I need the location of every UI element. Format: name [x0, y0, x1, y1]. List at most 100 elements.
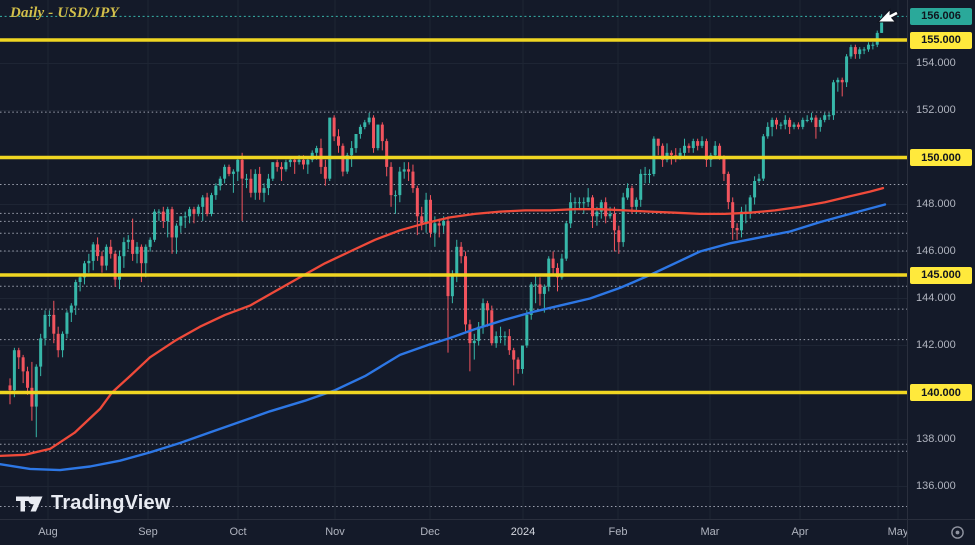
- candle-body: [656, 138, 660, 146]
- candle-body: [363, 122, 367, 127]
- candle-body: [113, 253, 117, 280]
- time-axis[interactable]: Aug Sep Oct Nov Dec 2024 Feb Mar Apr May: [0, 519, 909, 545]
- candle-body: [520, 345, 524, 369]
- price-label: 148.000: [916, 197, 956, 210]
- candle-body: [174, 225, 178, 238]
- candle-body: [424, 199, 428, 224]
- candle-body: [157, 211, 161, 213]
- candle-body: [858, 49, 862, 55]
- candle-body: [547, 258, 551, 287]
- candle-body: [512, 350, 516, 360]
- candle-body: [393, 195, 397, 197]
- chart-canvas[interactable]: Daily - USD/JPY TradingView: [0, 0, 907, 519]
- candle-body: [450, 275, 454, 297]
- candle-body: [245, 178, 249, 180]
- candle-body: [306, 159, 310, 165]
- candle-body: [100, 256, 104, 266]
- candle-body: [218, 178, 222, 186]
- time-label-Feb: Feb: [608, 526, 628, 538]
- price-label: 146.000: [916, 244, 956, 257]
- price-axis[interactable]: 154.000 152.000 148.000 146.000 144.000 142.0…: [907, 0, 975, 519]
- candle-body: [61, 333, 65, 351]
- candle-body: [236, 159, 240, 172]
- candle-body: [109, 246, 113, 254]
- candle-body: [118, 256, 121, 280]
- candle-body: [739, 211, 743, 231]
- candle-body: [849, 47, 853, 57]
- axis-settings-button[interactable]: [907, 519, 975, 545]
- price-label: 138.000: [916, 432, 956, 445]
- candle-body: [494, 336, 498, 344]
- price-label: 142.000: [916, 338, 956, 351]
- candle-body: [722, 157, 726, 174]
- candle-body: [556, 267, 559, 278]
- tradingview-logo-icon: [16, 496, 43, 511]
- candle-body: [223, 166, 227, 179]
- candle-body: [726, 173, 730, 203]
- candle-body: [538, 284, 542, 294]
- time-label-May: May: [887, 526, 909, 538]
- candle-body: [678, 152, 682, 158]
- candle-body: [831, 82, 835, 116]
- candle-body: [617, 230, 621, 243]
- time-label-Nov: Nov: [325, 526, 345, 538]
- candle-body: [376, 124, 380, 149]
- candle-body: [39, 338, 43, 367]
- candle-body: [542, 286, 546, 294]
- candle-body: [380, 124, 384, 142]
- candle-body: [69, 305, 73, 313]
- candle-body: [779, 124, 783, 126]
- candle-body: [293, 159, 297, 163]
- candle-body: [696, 141, 700, 146]
- tradingview-watermark: TradingView: [16, 492, 171, 515]
- candle-body: [65, 312, 69, 334]
- candle-body: [753, 181, 757, 198]
- candle-body: [599, 202, 603, 212]
- candle-body: [477, 326, 481, 341]
- candle-body: [275, 162, 279, 167]
- candle-body: [507, 336, 511, 351]
- candle-body: [249, 178, 253, 193]
- candle-body: [131, 239, 135, 254]
- candle-body: [367, 117, 371, 123]
- candle-body: [582, 202, 586, 204]
- chart-title: Daily - USD/JPY: [10, 5, 119, 21]
- candle-body: [315, 148, 319, 153]
- candle-body: [214, 185, 218, 196]
- ma-blue-line: [0, 203, 887, 472]
- candle-body: [455, 246, 459, 275]
- candle-body: [337, 136, 340, 146]
- candle-body: [529, 284, 533, 315]
- time-label-2024: 2024: [510, 526, 536, 538]
- time-label-Aug: Aug: [38, 526, 58, 538]
- candle-body: [258, 173, 262, 193]
- candle-body: [472, 340, 476, 344]
- candle-body: [240, 159, 244, 179]
- candle-body: [700, 141, 704, 146]
- key-level-price-badge: 155.000: [910, 31, 972, 49]
- candle-body: [481, 303, 485, 327]
- candle-body: [17, 350, 21, 358]
- candle-body: [823, 115, 827, 120]
- candle-body: [503, 336, 507, 338]
- candle-body: [21, 357, 25, 372]
- candle-body: [683, 145, 687, 153]
- candle-body: [691, 141, 695, 149]
- candle-body: [608, 213, 612, 217]
- candle-body: [297, 159, 301, 163]
- candle-body: [332, 117, 336, 137]
- candle-body: [227, 166, 231, 174]
- candle-body: [551, 258, 555, 268]
- candle-body: [801, 119, 805, 127]
- candle-body: [775, 119, 778, 125]
- candle-body: [82, 263, 86, 278]
- candle-body: [126, 239, 130, 243]
- key-level-price-badge: 145.000: [910, 266, 972, 284]
- candle-body: [56, 333, 60, 351]
- candle-body: [411, 171, 415, 189]
- candle-body: [188, 209, 192, 217]
- candle-body: [420, 216, 424, 224]
- candle-body: [328, 117, 332, 179]
- candle-body: [91, 244, 95, 261]
- candle-body: [52, 314, 56, 334]
